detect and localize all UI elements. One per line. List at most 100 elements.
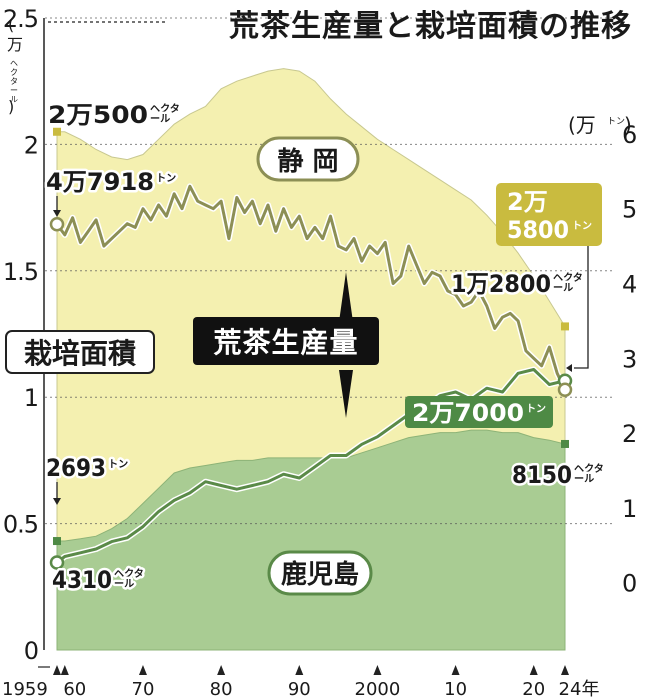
x-tick-label-7: 20 — [522, 679, 545, 698]
annot-shizuoka-prod-2024-line1: 2万 — [507, 188, 548, 216]
x-tick-label-6: 10 — [444, 679, 467, 698]
shizuoka-label: 静 岡 — [256, 136, 360, 182]
annot-shizuoka-area-2024-unit-line1: ヘクタ — [553, 272, 583, 284]
kagoshima-area-start-marker — [53, 537, 61, 546]
x-tick-mark-5 — [373, 665, 382, 675]
left-axis-unit-char-4: ル — [10, 95, 18, 104]
left-axis-unit-char-2: タ — [10, 77, 18, 86]
right-tick-label-5: 5 — [622, 196, 637, 224]
right-tick-label-3: 3 — [622, 345, 637, 373]
annot-kagoshima-area-1959-unit-line1: ヘクタ — [114, 568, 144, 580]
right-tick-label-2: 2 — [622, 420, 637, 448]
annot-shizuoka-prod-2024-pointer — [574, 246, 589, 369]
left-tick-label-2: 1 — [24, 384, 38, 412]
left-axis-unit-char-1: ク — [10, 68, 18, 77]
annot-shizuoka-prod-2024-unit: トン — [572, 220, 592, 232]
chart-title: 荒茶生産量と栽培面積の推移 — [229, 9, 632, 44]
annot-kagoshima-area-2024-unit-line1: ヘクタ — [574, 463, 604, 475]
annot-shizuoka-prod-2024-line2: 5800 — [507, 216, 569, 244]
x-tick-label-2: 70 — [132, 679, 155, 698]
left-axis-unit-main: 万 — [7, 35, 23, 54]
line-layer — [49, 127, 573, 570]
production-legend: 荒茶生産量 — [193, 272, 379, 418]
x-tick-mark-3 — [217, 665, 226, 675]
production-legend-text: 荒茶生産量 — [213, 326, 358, 359]
x-tick-mark-4 — [295, 665, 304, 675]
left-tick-label-3: 1.5 — [3, 258, 38, 286]
x-tick-label-3: 80 — [210, 679, 233, 698]
right-tick-label-6: 6 — [622, 121, 637, 149]
left-axis-unit-open: ( — [8, 15, 14, 34]
kagoshima-production-line — [56, 368, 566, 564]
shizuoka-area-start-marker — [53, 127, 61, 136]
area-legend: 栽培面積 — [5, 330, 155, 374]
annot-kagoshima-prod-2024: 2万7000 トン — [405, 396, 553, 428]
right-axis-unit-text: (万 — [568, 113, 596, 137]
annot-kagoshima-area-1959-unit-line2: ール — [114, 579, 134, 590]
annot-kagoshima-prod-1959: 2693 トン — [44, 452, 131, 485]
right-axis-unit: (万 トン) — [568, 113, 632, 137]
right-axis-unit-close: ) — [624, 113, 632, 137]
x-tick-label-4: 90 — [288, 679, 311, 698]
annot-shizuoka-prod-1959: 4万7918 トン — [44, 166, 179, 199]
shizuoka-production-start-marker — [49, 217, 65, 232]
left-tick-label-4: 2 — [24, 131, 38, 159]
annot-shizuoka-area-1959-unit-line1: ヘクタ — [150, 103, 180, 115]
shizuoka-label-text: 静 岡 — [277, 146, 338, 177]
x-tick-label-1: 60 — [63, 679, 86, 698]
annot-shizuoka-prod-1959-pointer-head — [53, 210, 61, 217]
annot-shizuoka-prod-1959-value: 4万7918 — [46, 168, 154, 196]
annot-kagoshima-prod-2024-box — [405, 396, 553, 428]
area-legend-text: 栽培面積 — [24, 337, 136, 370]
annot-kagoshima-area-2024-unit-line2: ール — [574, 474, 594, 485]
right-tick-label-1: 1 — [622, 495, 637, 523]
left-tick-label-1: 0.5 — [3, 511, 38, 539]
x-tick-mark-7 — [529, 665, 538, 675]
shizuoka-area-end-marker — [561, 322, 569, 331]
annot-shizuoka-prod-2024-box — [496, 183, 602, 246]
left-axis-unit-char-0: ヘ — [10, 59, 18, 68]
x-tick-mark-8 — [561, 665, 569, 675]
x-tick-mark-2 — [138, 665, 147, 675]
annot-kagoshima-area-1959-value: 4310 — [52, 566, 112, 594]
annot-kagoshima-prod-2024-unit: トン — [526, 403, 546, 415]
x-tick-label-8: 24年 — [559, 679, 600, 698]
kagoshima-label: 鹿児島 — [267, 550, 373, 596]
kagoshima-area-fill — [56, 429, 566, 651]
right-tick-label-0: 0 — [622, 570, 637, 598]
production-legend-arrow — [339, 272, 353, 418]
kagoshima-label-text: 鹿児島 — [281, 559, 359, 590]
shizuoka-label-pill — [256, 136, 360, 182]
annot-shizuoka-prod-1959-unit: トン — [156, 173, 176, 185]
kagoshima-production-start-marker — [49, 555, 65, 570]
annot-shizuoka-area-1959-value: 2万500 — [48, 101, 148, 129]
x-tick-mark-6 — [451, 665, 460, 675]
right-axis-unit-sub: トン — [607, 117, 625, 127]
annot-kagoshima-prod-1959-pointer-head — [53, 498, 61, 505]
kagoshima-label-pill — [267, 550, 373, 596]
x-tick-label-0: 1959 — [2, 679, 48, 698]
annot-kagoshima-prod-1959-unit: トン — [108, 459, 128, 471]
x-tick-mark-0 — [53, 665, 61, 675]
x-tick-mark-1 — [60, 665, 69, 675]
annot-shizuoka-area-2024-unit-line2: ール — [553, 283, 573, 294]
area-legend-box — [5, 330, 155, 374]
left-axis-unit-close: ) — [8, 97, 14, 116]
annot-kagoshima-area-2024-value: 8150 — [512, 461, 572, 489]
left-tick-label-5: 2.5 — [3, 5, 38, 33]
right-tick-label-4: 4 — [622, 271, 637, 299]
x-tick-label-5: 2000 — [355, 679, 401, 698]
left-axis-unit-char-3: ー — [10, 86, 18, 95]
annot-kagoshima-prod-1959-value: 2693 — [46, 454, 106, 482]
annot-shizuoka-prod-2024-pointer-head — [566, 364, 572, 372]
annot-shizuoka-area-1959-unit-line2: ール — [150, 114, 170, 125]
